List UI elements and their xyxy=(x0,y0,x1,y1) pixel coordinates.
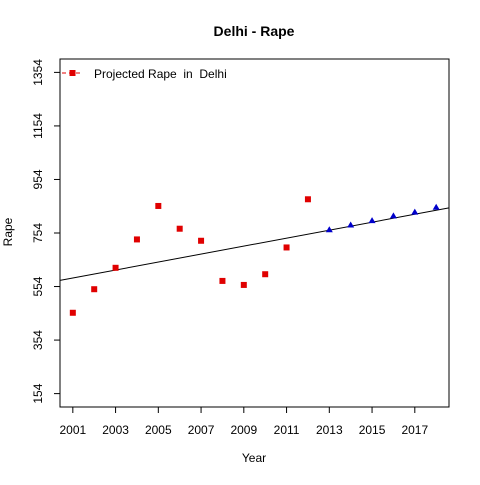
x-tick-label: 2005 xyxy=(145,423,172,437)
x-tick-label: 2017 xyxy=(401,423,428,437)
legend-label: Projected Rape in Delhi xyxy=(94,67,227,81)
x-tick-label: 2001 xyxy=(59,423,86,437)
data-point-square xyxy=(240,281,247,288)
data-point-square xyxy=(155,202,162,209)
data-point-square xyxy=(133,236,140,243)
y-tick-label: 754 xyxy=(31,223,45,243)
y-tick-label: 554 xyxy=(31,276,45,296)
data-point-triangle xyxy=(389,212,397,219)
x-tick-label: 2003 xyxy=(102,423,129,437)
data-point-square xyxy=(112,264,119,271)
y-tick-label: 354 xyxy=(31,330,45,350)
legend: Projected Rape in Delhi xyxy=(62,67,227,81)
trend-line xyxy=(59,207,450,281)
y-axis: 154 354 554 754 954 1154 1354 xyxy=(31,59,60,404)
data-point-triangle xyxy=(411,208,419,215)
data-points xyxy=(69,196,440,316)
data-point-square xyxy=(283,244,290,251)
y-tick-label: 154 xyxy=(31,383,45,403)
data-point-square xyxy=(91,286,98,293)
data-point-square xyxy=(262,271,269,278)
y-tick-label: 1154 xyxy=(31,113,45,139)
x-axis: 2001 2003 2005 2007 2009 2011 2013 2015 2017 xyxy=(59,407,428,437)
data-point-triangle xyxy=(432,203,440,210)
data-point-square xyxy=(198,237,205,244)
data-point-square xyxy=(176,225,183,232)
x-tick-label: 2015 xyxy=(359,423,386,437)
chart-title: Delhi - Rape xyxy=(214,23,295,39)
x-tick-label: 2011 xyxy=(274,423,300,437)
y-tick-label: 954 xyxy=(31,169,45,189)
data-point-square xyxy=(69,309,76,316)
x-tick-label: 2007 xyxy=(188,423,215,437)
x-tick-label: 2013 xyxy=(316,423,343,437)
data-point-triangle xyxy=(347,221,355,228)
x-axis-label: Year xyxy=(242,451,266,465)
y-tick-label: 1354 xyxy=(31,59,45,86)
data-point-triangle xyxy=(325,226,333,233)
data-point-triangle xyxy=(368,217,376,224)
x-tick-label: 2009 xyxy=(230,423,257,437)
legend-marker xyxy=(69,70,76,76)
data-point-square xyxy=(219,277,226,284)
data-point-square xyxy=(304,196,311,203)
y-axis-label: Rape xyxy=(1,217,15,246)
